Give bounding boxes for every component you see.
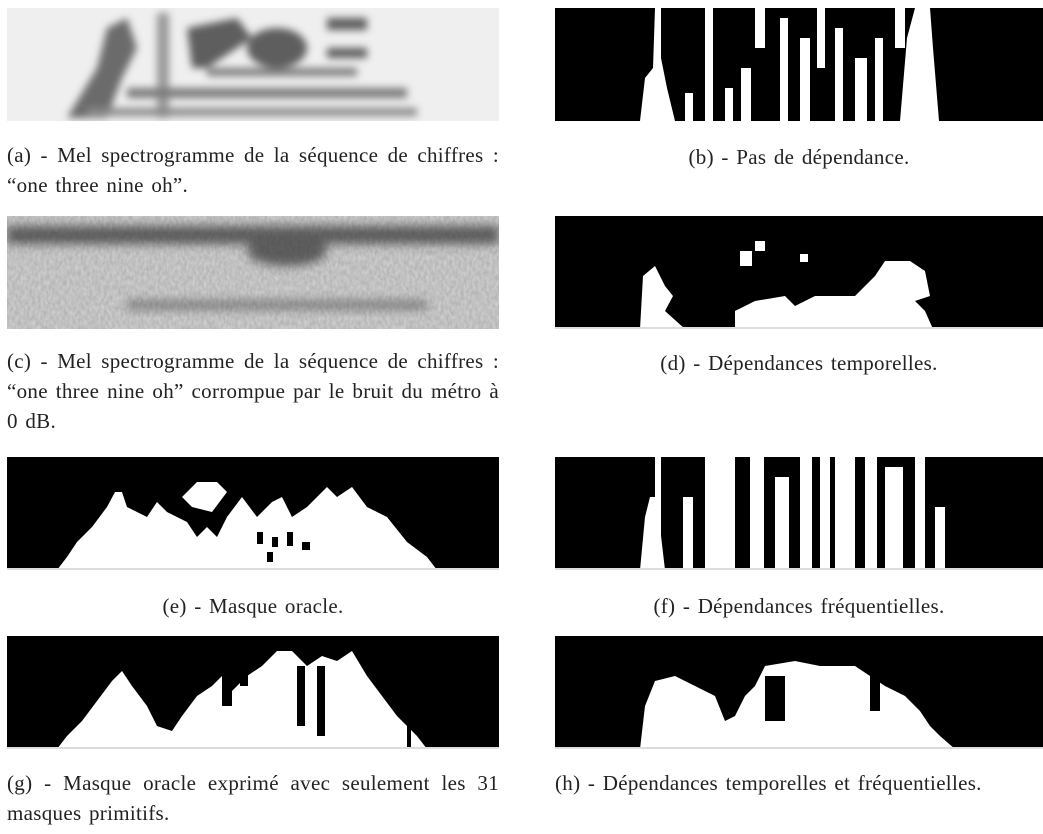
mask-temporal xyxy=(555,216,1043,329)
caption: (h) - Dépendances temporelles et fréquen… xyxy=(555,771,982,795)
mask-oracle-primitive xyxy=(7,636,499,749)
caption: (g) - Masque oracle exprimé avec seuleme… xyxy=(7,771,499,825)
caption: (f) - Dépendances fréquentielles. xyxy=(653,594,945,618)
caption: (e) - Masque oracle. xyxy=(162,594,344,618)
caption: (d) - Dépendances temporelles. xyxy=(660,351,938,375)
mask-frequency xyxy=(555,457,1043,570)
spectrogram-clean xyxy=(7,8,499,121)
caption: (b) - Pas de dépendance. xyxy=(688,145,910,169)
mask-temporal-frequency xyxy=(555,636,1043,749)
mask-no-dependency xyxy=(555,8,1043,121)
caption: (c) - Mel spectrogramme de la séquence d… xyxy=(7,349,499,433)
spectrogram-noisy xyxy=(7,216,499,329)
mask-oracle xyxy=(7,457,499,570)
caption: (a) - Mel spectrogramme de la séquence d… xyxy=(7,143,499,197)
